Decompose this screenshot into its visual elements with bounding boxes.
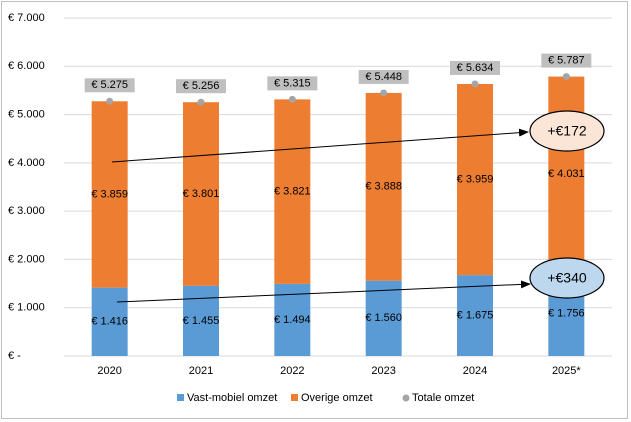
value-label: € 1.494 — [274, 314, 311, 326]
total-label-box — [176, 79, 226, 94]
bar-segment — [365, 92, 402, 281]
total-label-box — [541, 53, 592, 68]
legend-label: Totale omzet — [412, 392, 474, 404]
total-label-box — [358, 69, 409, 84]
total-label: € 5.448 — [365, 71, 402, 83]
legend-label: Vast-mobiel omzet — [187, 392, 277, 404]
y-tick-label: € - — [8, 350, 21, 362]
total-label-box — [267, 76, 318, 91]
bar-segment — [457, 83, 493, 276]
annotation-bubble — [529, 257, 605, 299]
legend-swatch — [177, 394, 184, 401]
value-label: € 1.675 — [457, 309, 494, 321]
bar-segment — [91, 101, 128, 288]
value-label: € 1.416 — [91, 316, 128, 328]
bar-segment — [548, 76, 585, 272]
bar-segment — [91, 287, 128, 356]
total-label: € 5.634 — [457, 62, 494, 74]
total-label-box — [450, 60, 500, 75]
y-tick-label: € 6.000 — [8, 60, 45, 72]
bar-segment — [365, 280, 402, 356]
value-label: € 3.888 — [365, 181, 402, 193]
y-tick-label: € 4.000 — [8, 157, 45, 169]
total-marker — [380, 89, 388, 97]
legend-swatch — [291, 394, 298, 401]
bar-segment — [183, 102, 219, 286]
x-tick-label: 2021 — [189, 365, 213, 377]
annotation-bubble — [529, 110, 605, 152]
total-label: € 5.256 — [183, 80, 220, 92]
total-label: € 5.275 — [91, 79, 128, 91]
arrow — [116, 280, 531, 303]
y-tick-label: € 5.000 — [8, 108, 45, 120]
value-label: € 3.821 — [274, 186, 311, 198]
bar-segment — [457, 275, 493, 356]
y-tick-label: € 1.000 — [8, 302, 45, 314]
x-tick-label: 2020 — [97, 365, 121, 377]
value-label: € 3.959 — [457, 173, 494, 185]
value-label: € 3.801 — [183, 188, 220, 200]
value-label: € 1.455 — [183, 315, 220, 327]
annotation: +€340 — [547, 270, 587, 286]
annotation: +€172 — [547, 123, 587, 139]
y-tick-label: € 2.000 — [8, 253, 45, 265]
bar-segment — [274, 99, 311, 284]
total-label-box — [84, 78, 135, 93]
bar-segment — [274, 283, 311, 356]
total-marker — [197, 98, 205, 106]
value-label: € 1.756 — [548, 308, 585, 320]
legend-label: Overige omzet — [301, 392, 373, 404]
y-tick-label: € 3.000 — [8, 205, 45, 217]
total-label: € 5.315 — [274, 77, 311, 89]
x-tick-label: 2025* — [552, 365, 581, 377]
y-tick-label: € 7.000 — [8, 12, 45, 24]
value-label: € 4.031 — [548, 168, 585, 180]
value-label: € 1.560 — [365, 312, 402, 324]
legend-swatch — [402, 394, 410, 402]
total-marker — [288, 95, 296, 103]
x-tick-label: 2024 — [463, 365, 487, 377]
value-label: € 3.859 — [91, 188, 128, 200]
arrow — [111, 128, 529, 163]
total-marker — [106, 97, 114, 105]
total-label: € 5.787 — [548, 54, 585, 66]
total-marker — [562, 73, 570, 81]
x-tick-label: 2022 — [280, 365, 304, 377]
x-tick-label: 2023 — [371, 365, 395, 377]
total-marker — [471, 80, 479, 88]
